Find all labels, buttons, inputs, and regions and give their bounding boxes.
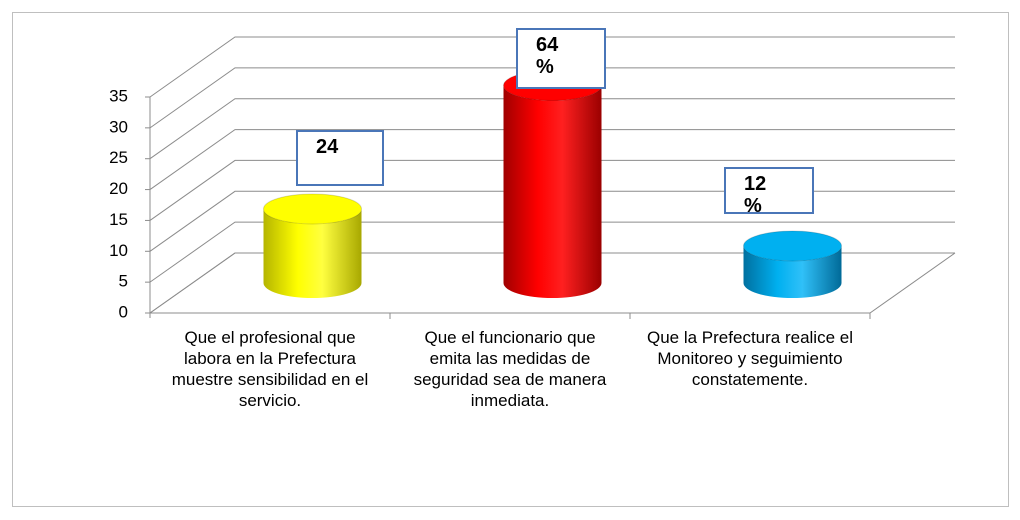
y-tick-label: 35 (109, 86, 128, 105)
grid-line (149, 252, 955, 314)
grid-line (149, 159, 955, 221)
bar-top (743, 230, 842, 262)
grid-line (149, 129, 955, 190)
grid-line (149, 36, 955, 98)
annotation: 64 % (516, 28, 606, 89)
grid-line (149, 98, 955, 160)
y-tick-label: 20 (109, 179, 128, 198)
grid-line (149, 221, 955, 283)
grid-line (149, 67, 955, 129)
y-tick-label: 25 (109, 148, 128, 167)
bar (263, 208, 362, 298)
grid-line (149, 190, 955, 252)
y-tick-label: 30 (109, 117, 128, 136)
y-tick-label: 15 (109, 210, 128, 229)
bar (743, 245, 842, 298)
x-tick-label: Que el funcionario que emita las medidas… (413, 328, 607, 410)
x-tick-label: Que el profesional que labora en la Pref… (171, 328, 369, 410)
y-tick-label: 10 (109, 241, 128, 260)
x-tick-label: Que la Prefectura realice el Monitoreo y… (647, 328, 853, 389)
bar (503, 85, 602, 298)
y-tick-label: 5 (119, 272, 128, 291)
annotation: 24 (296, 130, 384, 186)
bar-top (263, 193, 362, 225)
y-tick-label: 0 (119, 302, 128, 321)
annotation: 12 % (724, 167, 814, 217)
